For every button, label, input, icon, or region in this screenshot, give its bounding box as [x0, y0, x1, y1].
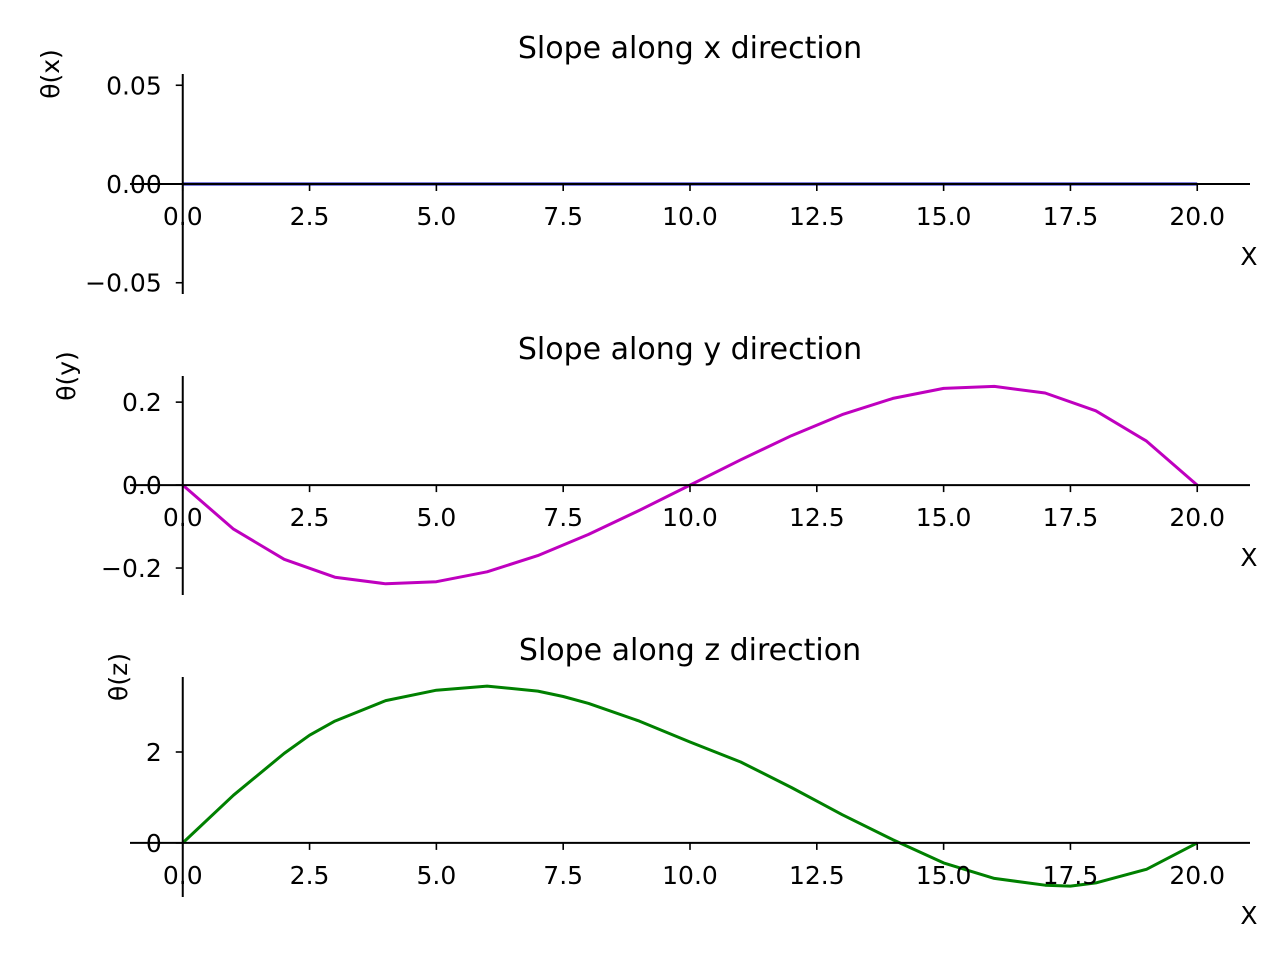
- x-axis-label: X: [1240, 901, 1257, 930]
- x-tick-label: 15.0: [916, 503, 972, 532]
- subplot-title: Slope along z direction: [519, 633, 861, 668]
- x-tick-label: 7.5: [543, 861, 583, 890]
- x-tick-label: 10.0: [662, 861, 718, 890]
- data-series-line: [181, 684, 1198, 888]
- y-axis-label: θ(y): [52, 351, 81, 401]
- x-tick-label: 20.0: [1169, 202, 1225, 231]
- y-tick-label: 0.2: [122, 388, 162, 417]
- x-tick-label: 0.0: [163, 202, 203, 231]
- x-tick-label: 5.0: [416, 202, 456, 231]
- y-axis-label: θ(x): [36, 49, 65, 99]
- x-tick-label: 17.5: [1043, 202, 1099, 231]
- y-tick-label: −0.05: [85, 269, 162, 298]
- subplot-3: Slope along z direction 0.0 2.5 5.0 7.5 10.0 1…: [104, 633, 1258, 930]
- subplot-1: Slope along x direction 0.0 2.5 5.0 7.5 10.0 1…: [36, 31, 1258, 298]
- x-tick-label: 2.5: [290, 503, 330, 532]
- x-tick-label: 0.0: [163, 503, 203, 532]
- x-tick-label: 12.5: [789, 202, 845, 231]
- y-tick-label: −0.2: [101, 554, 162, 583]
- x-tick-label: 17.5: [1043, 861, 1099, 890]
- x-tick-label: 0.0: [163, 861, 203, 890]
- x-tick-label: 10.0: [662, 503, 718, 532]
- subplot-2: Slope along y direction 0.0 2.5 5.0 7.5 10.0 1…: [52, 332, 1258, 595]
- x-tick-label: 20.0: [1169, 503, 1225, 532]
- y-tick-label: 2: [146, 738, 162, 767]
- x-tick-label: 7.5: [543, 503, 583, 532]
- x-tick-label: 20.0: [1169, 861, 1225, 890]
- x-tick-label: 15.0: [916, 202, 972, 231]
- x-tick-label: 12.5: [789, 861, 845, 890]
- x-tick-label: 2.5: [290, 202, 330, 231]
- x-tick-label: 12.5: [789, 503, 845, 532]
- x-tick-label: 5.0: [416, 503, 456, 532]
- y-axis-label: θ(z): [104, 653, 133, 701]
- x-tick-label: 10.0: [662, 202, 718, 231]
- x-tick-label: 15.0: [916, 861, 972, 890]
- x-axis-label: X: [1240, 242, 1257, 271]
- x-axis-label: X: [1240, 543, 1257, 572]
- y-tick-label: 0.05: [106, 71, 162, 100]
- y-tick-label: 0: [146, 829, 162, 858]
- x-tick-label: 17.5: [1043, 503, 1099, 532]
- y-tick-label: 0.00: [106, 170, 162, 199]
- x-tick-label: 5.0: [416, 861, 456, 890]
- x-tick-label: 7.5: [543, 202, 583, 231]
- subplot-title: Slope along x direction: [518, 31, 862, 66]
- subplot-title: Slope along y direction: [518, 332, 862, 367]
- y-tick-label: 0.0: [122, 471, 162, 500]
- x-tick-label: 2.5: [290, 861, 330, 890]
